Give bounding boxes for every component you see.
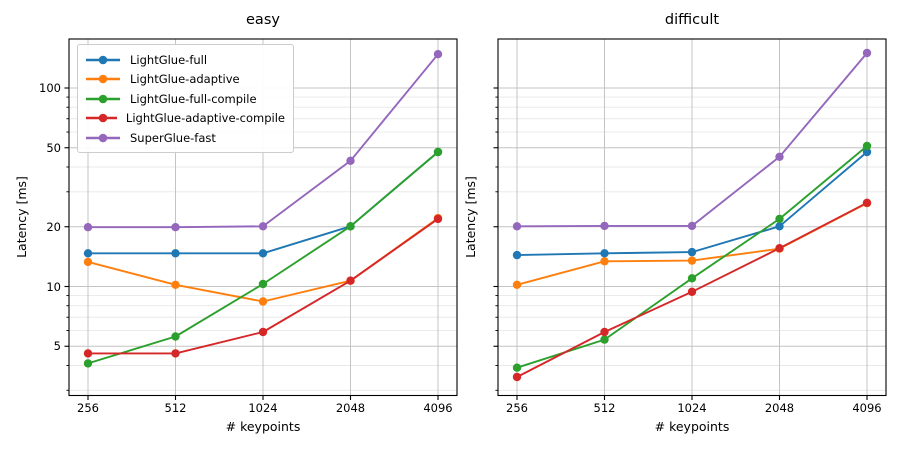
data-point-LightGlue-full-256 bbox=[512, 250, 522, 260]
data-point-LightGlue-adaptive-compile-2048 bbox=[346, 276, 355, 285]
data-point-LightGlue-full-compile-4096 bbox=[862, 141, 872, 151]
x-tick-label-4096: 4096 bbox=[423, 401, 453, 415]
easy-y-axis-label: Latency [ms] bbox=[14, 176, 29, 258]
y-tick-label-50: 50 bbox=[46, 140, 61, 155]
difficult-x-axis-label: # keypoints bbox=[654, 419, 730, 434]
data-point-SuperGlue-fast-1024 bbox=[687, 221, 697, 231]
data-point-LightGlue-full-256 bbox=[83, 249, 93, 258]
y-tick-label-5: 5 bbox=[53, 339, 61, 354]
legend-marker-LightGlue-full bbox=[86, 55, 120, 64]
legend-dot bbox=[98, 74, 108, 84]
data-point-SuperGlue-fast-4096 bbox=[862, 48, 872, 58]
legend-label: LightGlue-full bbox=[130, 52, 208, 67]
data-point-LightGlue-full-compile-512 bbox=[171, 332, 180, 341]
data-point-LightGlue-adaptive-compile-1024 bbox=[687, 287, 697, 296]
legend-marker-LightGlue-full-compile bbox=[86, 94, 120, 103]
data-point-SuperGlue-fast-4096 bbox=[433, 50, 443, 59]
data-point-LightGlue-adaptive-512 bbox=[171, 280, 180, 289]
legend-marker-LightGlue-adaptive-compile bbox=[86, 113, 117, 123]
x-tick-label-1024: 1024 bbox=[248, 401, 278, 415]
data-point-LightGlue-full-4096 bbox=[862, 147, 872, 157]
data-point-LightGlue-full-compile-2048 bbox=[775, 214, 784, 224]
x-tick-label-512: 512 bbox=[164, 401, 187, 415]
legend-item-LightGlue-adaptive: LightGlue-adaptive bbox=[85, 70, 285, 89]
legend-label: SuperGlue-fast bbox=[130, 130, 216, 145]
data-point-LightGlue-adaptive-1024 bbox=[687, 256, 697, 265]
data-point-LightGlue-adaptive-256 bbox=[512, 280, 522, 289]
difficult-y-axis-label: Latency [ms] bbox=[463, 176, 478, 258]
legend-item-SuperGlue-fast: SuperGlue-fast bbox=[85, 128, 285, 147]
data-point-LightGlue-full-512 bbox=[171, 249, 180, 258]
x-tick-label-2048: 2048 bbox=[335, 401, 366, 415]
data-point-LightGlue-full-compile-512 bbox=[600, 335, 609, 344]
data-point-LightGlue-adaptive-compile-256 bbox=[512, 372, 522, 382]
easy-plot-title: easy bbox=[246, 12, 280, 28]
easy-x-axis-label: # keypoints bbox=[225, 419, 301, 434]
x-tick-label-4096: 4096 bbox=[852, 401, 882, 415]
data-point-LightGlue-full-compile-256 bbox=[83, 359, 93, 368]
legend: LightGlue-full LightGlue-adaptive LightGlu… bbox=[77, 44, 294, 153]
legend-label: LightGlue-adaptive bbox=[130, 72, 240, 86]
data-point-LightGlue-full-2048 bbox=[775, 222, 784, 231]
legend-dot bbox=[98, 133, 108, 142]
x-tick-label-1024: 1024 bbox=[677, 401, 707, 415]
data-point-LightGlue-adaptive-compile-2048 bbox=[775, 244, 784, 253]
data-point-LightGlue-adaptive-1024 bbox=[258, 297, 268, 306]
data-point-LightGlue-full-compile-4096 bbox=[433, 147, 443, 157]
data-point-LightGlue-full-1024 bbox=[258, 249, 268, 258]
data-point-LightGlue-full-compile-2048 bbox=[346, 222, 355, 231]
y-tick-label-10: 10 bbox=[46, 279, 61, 294]
data-point-LightGlue-adaptive-compile-4096 bbox=[862, 198, 872, 207]
x-tick-label-256: 256 bbox=[506, 401, 528, 415]
x-tick-label-512: 512 bbox=[593, 401, 616, 415]
data-point-SuperGlue-fast-512 bbox=[600, 221, 609, 231]
legend-marker-SuperGlue-fast bbox=[86, 133, 120, 142]
y-tick-label-20: 20 bbox=[46, 219, 61, 234]
legend-label: LightGlue-adaptive-compile bbox=[125, 111, 285, 125]
data-point-LightGlue-adaptive-compile-256 bbox=[83, 349, 93, 358]
data-point-LightGlue-full-compile-1024 bbox=[687, 274, 697, 283]
data-point-LightGlue-adaptive-compile-4096 bbox=[433, 214, 443, 224]
data-point-LightGlue-full-compile-256 bbox=[512, 363, 522, 372]
data-point-SuperGlue-fast-1024 bbox=[258, 222, 268, 231]
data-point-LightGlue-full-compile-1024 bbox=[258, 279, 268, 289]
data-point-LightGlue-full-1024 bbox=[687, 247, 697, 257]
data-point-LightGlue-adaptive-compile-512 bbox=[600, 327, 609, 337]
data-point-LightGlue-adaptive-compile-512 bbox=[171, 349, 180, 358]
data-point-SuperGlue-fast-256 bbox=[512, 222, 522, 231]
data-point-LightGlue-adaptive-512 bbox=[600, 257, 609, 266]
data-point-SuperGlue-fast-256 bbox=[83, 223, 93, 232]
legend-dot bbox=[98, 55, 108, 64]
x-tick-label-256: 256 bbox=[77, 401, 99, 415]
legend-item-LightGlue-full: LightGlue-full bbox=[85, 50, 285, 69]
data-point-SuperGlue-fast-512 bbox=[171, 223, 180, 232]
legend-dot bbox=[98, 94, 108, 103]
legend-dot bbox=[98, 113, 108, 123]
legend-marker-LightGlue-adaptive bbox=[86, 74, 120, 84]
data-point-LightGlue-full-512 bbox=[600, 249, 609, 258]
x-tick-label-2048: 2048 bbox=[764, 401, 795, 415]
y-tick-label-100: 100 bbox=[39, 81, 61, 95]
data-point-SuperGlue-fast-2048 bbox=[775, 152, 784, 161]
data-point-LightGlue-adaptive-compile-1024 bbox=[258, 327, 268, 337]
data-point-LightGlue-adaptive-256 bbox=[83, 257, 93, 267]
data-point-SuperGlue-fast-2048 bbox=[346, 156, 355, 165]
difficult-plot-title: difficult bbox=[664, 12, 720, 28]
legend-item-LightGlue-adaptive-compile: LightGlue-adaptive-compile bbox=[85, 109, 285, 128]
legend-label: LightGlue-full-compile bbox=[130, 91, 257, 106]
legend-item-LightGlue-full-compile: LightGlue-full-compile bbox=[85, 89, 285, 108]
